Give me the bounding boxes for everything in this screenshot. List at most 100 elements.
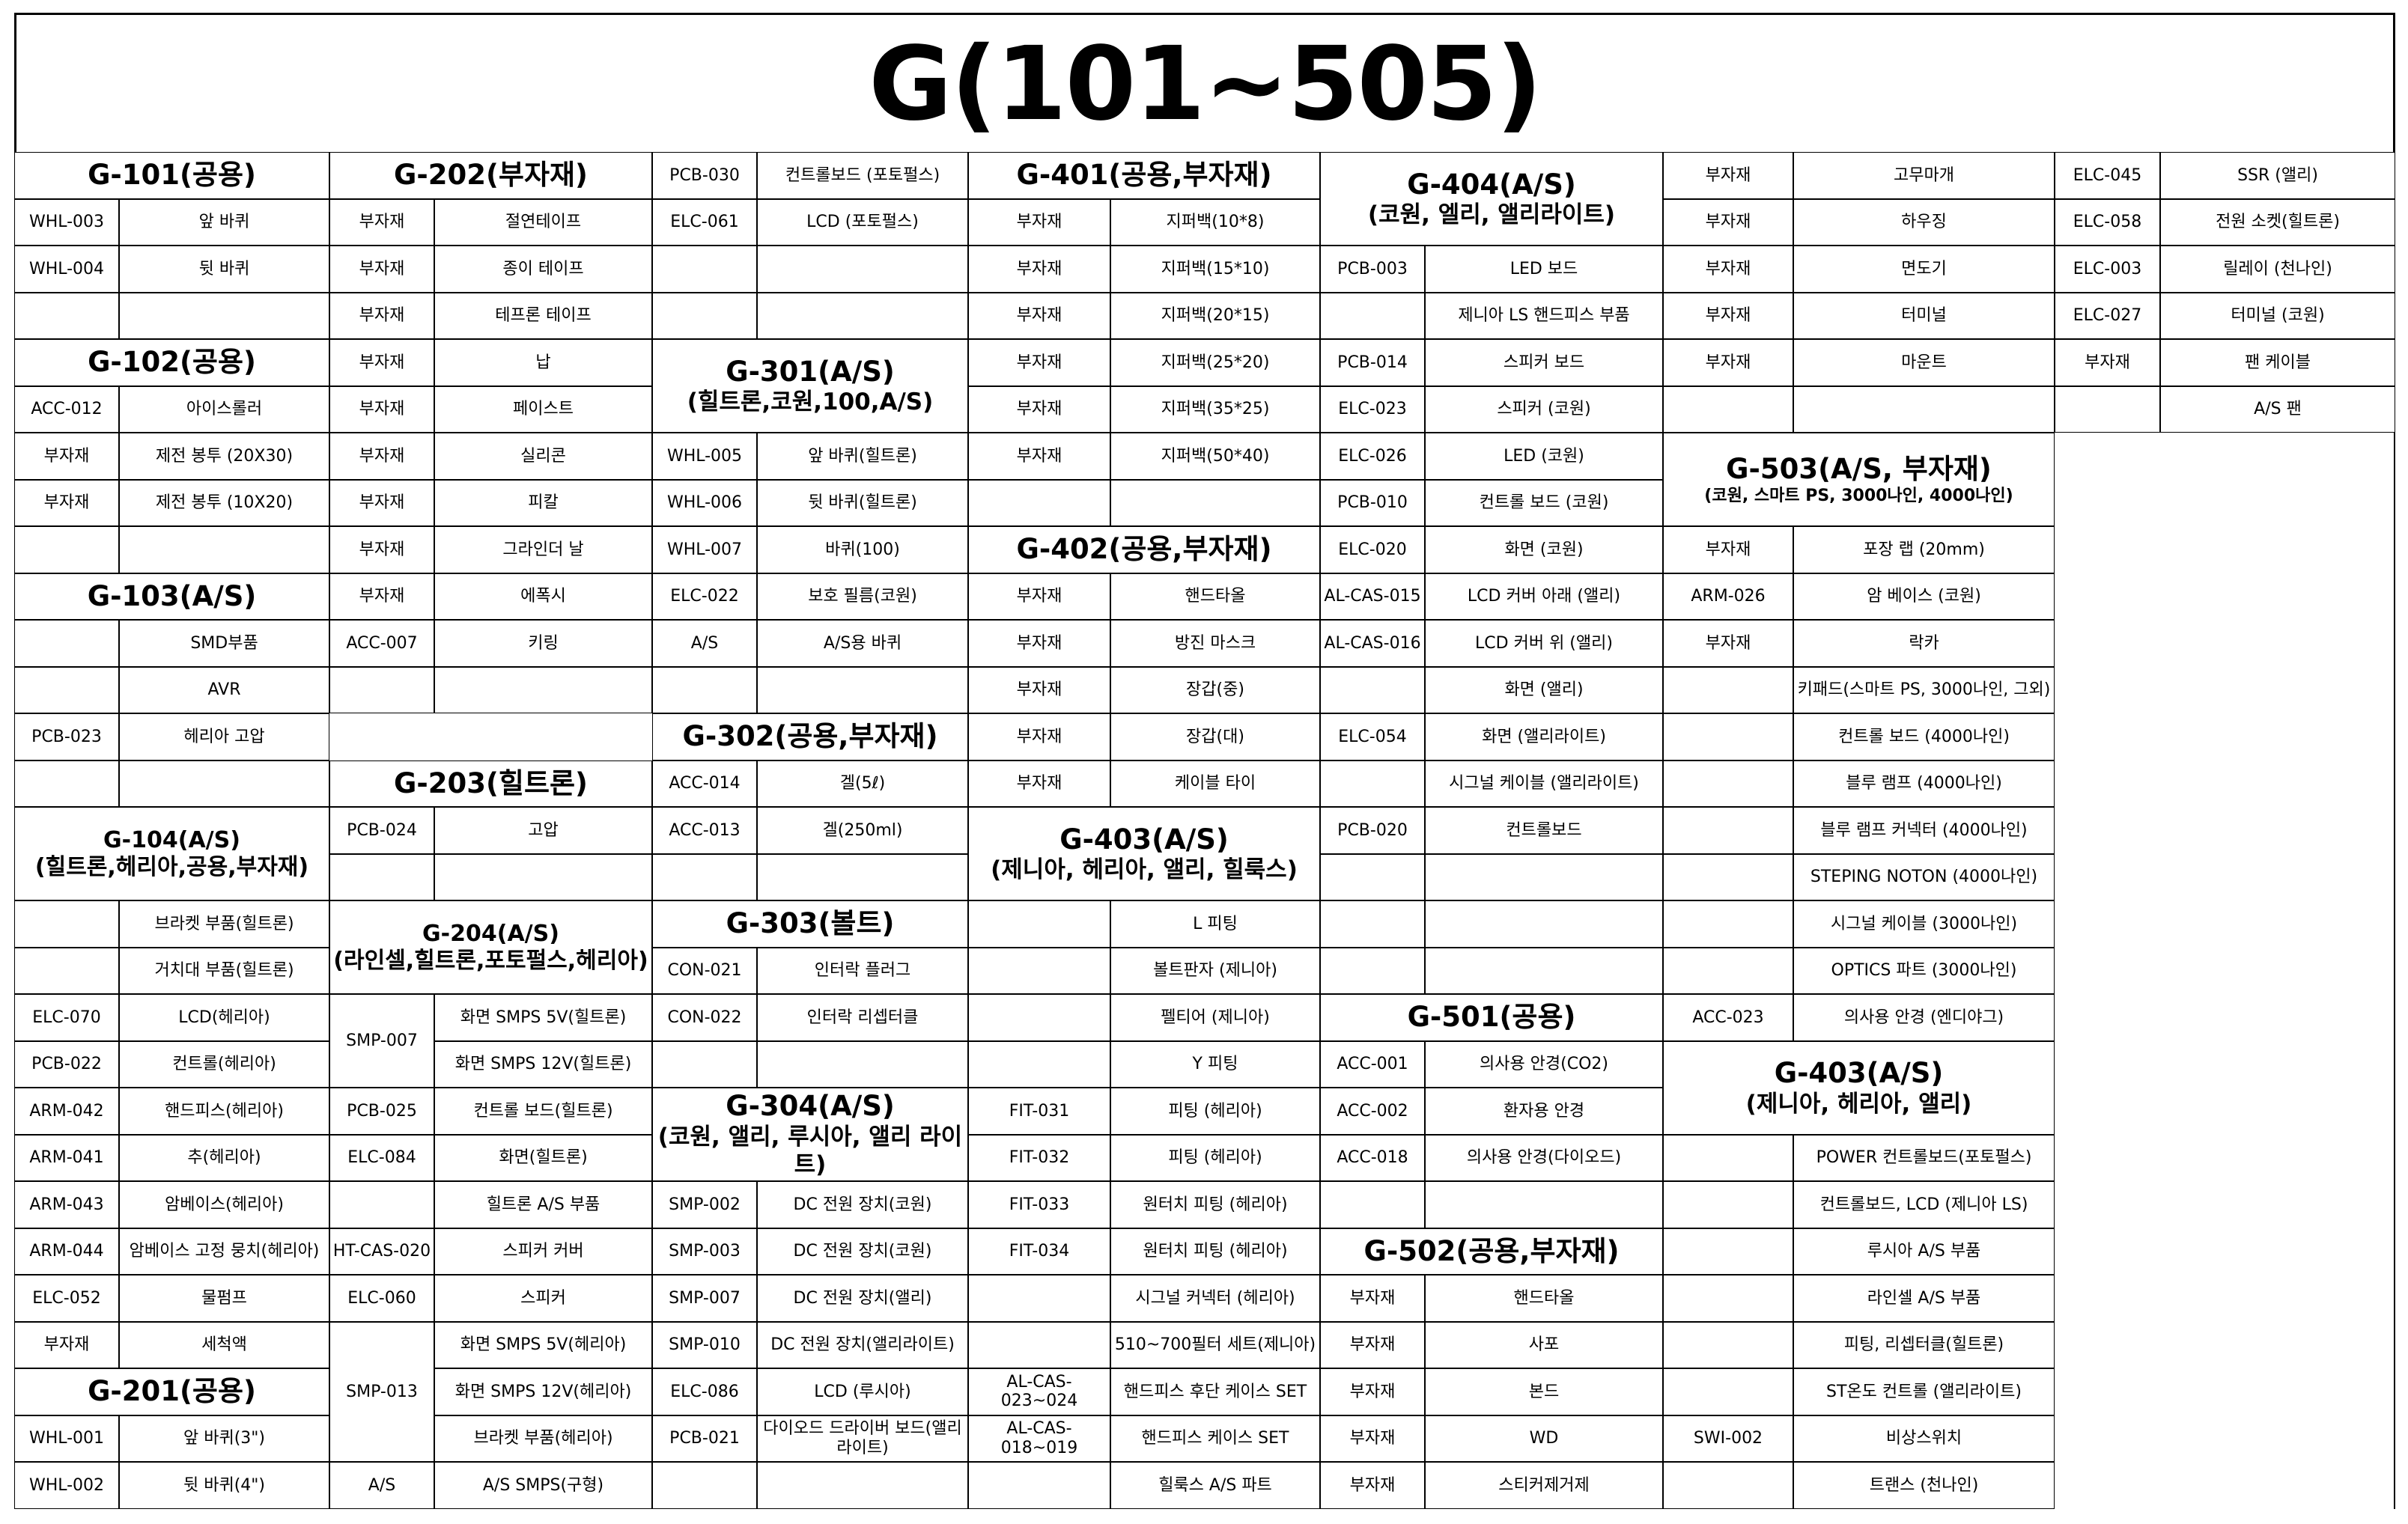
item-code: CON-022 — [652, 994, 757, 1041]
item-name: 지퍼백(35*25) — [1110, 385, 1320, 433]
section-title: G-404(A/S) — [1407, 168, 1576, 201]
section-subtitle: (코원, 엘리, 앨리라이트) — [1367, 201, 1616, 229]
item-code: FIT-031 — [968, 1088, 1110, 1135]
item-name: 힐트론 A/S 부품 — [434, 1181, 652, 1228]
item-name: 뒷 바퀴(4") — [119, 1462, 329, 1509]
item-code: 부자재 — [1320, 1462, 1425, 1509]
item-code: 부자재 — [329, 339, 434, 386]
item-code: FIT-032 — [968, 1134, 1110, 1181]
item-name: 락카 — [1793, 620, 2055, 667]
item-code: 부자재 — [329, 246, 434, 293]
item-code — [968, 1040, 1110, 1088]
item-name: 키링 — [434, 620, 652, 667]
item-name: LCD 커버 위 (앨리) — [1425, 620, 1663, 667]
item-name: 핸드피스(헤리아) — [119, 1088, 329, 1135]
item-name: 핸드피스 케이스 SET — [1110, 1415, 1320, 1462]
item-code: 부자재 — [14, 1321, 119, 1368]
item-code: ELC-061 — [652, 198, 757, 246]
item-name: 시그널 케이블 (3000나인) — [1793, 900, 2055, 948]
item-name: 화면 SMPS 5V(헤리아) — [434, 1321, 652, 1368]
section-title: G-402(공용,부자재) — [1016, 533, 1272, 566]
item-code: ELC-045 — [2055, 152, 2160, 199]
item-name: 고무마개 — [1793, 152, 2055, 199]
item-name: 원터치 피팅 (헤리아) — [1110, 1181, 1320, 1228]
item-name: 앞 바퀴(3") — [119, 1415, 329, 1462]
item-code — [1320, 760, 1425, 807]
item-code — [14, 666, 119, 713]
item-name: 제전 봉투 (10X20) — [119, 479, 329, 526]
item-code: ACC-013 — [652, 807, 757, 854]
item-name: 의사용 안경(CO2) — [1425, 1040, 1663, 1088]
item-name: OPTICS 파트 (3000나인) — [1793, 947, 2055, 994]
section-title: G-103(A/S) — [87, 579, 257, 612]
item-name — [757, 246, 968, 293]
item-code: ELC-003 — [2055, 246, 2160, 293]
item-code — [968, 1462, 1110, 1509]
section-header-g104: G-104(A/S) (힐트론,헤리아,공용,부자재) — [14, 807, 329, 900]
item-code: ELC-060 — [329, 1275, 434, 1322]
item-name: 암베이스(헤리아) — [119, 1181, 329, 1228]
item-name: 물펌프 — [119, 1275, 329, 1322]
item-code: 부자재 — [329, 479, 434, 526]
item-name: 피팅 (헤리아) — [1110, 1088, 1320, 1135]
item-code: SMP-003 — [652, 1228, 757, 1275]
item-code: 부자재 — [329, 433, 434, 480]
item-code: SWI-002 — [1663, 1415, 1793, 1462]
section-title: G-104(A/S) — [103, 826, 240, 853]
item-name: 화면(힐트론) — [434, 1134, 652, 1181]
item-name: 그라인더 날 — [434, 526, 652, 573]
item-code: ARM-042 — [14, 1088, 119, 1135]
item-name — [1425, 1181, 1663, 1228]
item-code: ELC-084 — [329, 1134, 434, 1181]
section-title: G-102(공용) — [88, 346, 256, 379]
item-code: PCB-021 — [652, 1415, 757, 1462]
item-name: 피팅, 리셉터클(힐트론) — [1793, 1321, 2055, 1368]
item-name: 장갑(대) — [1110, 713, 1320, 761]
item-code: 부자재 — [329, 526, 434, 573]
item-name: 스피커 보드 — [1425, 339, 1663, 386]
item-name: 스티커제거제 — [1425, 1462, 1663, 1509]
item-code: 부자재 — [1320, 1368, 1425, 1415]
item-code: 부자재 — [968, 713, 1110, 761]
item-code: 부자재 — [2055, 339, 2160, 386]
item-name: 스피커 (코원) — [1425, 385, 1663, 433]
item-code: 부자재 — [1663, 246, 1793, 293]
section-header-g201: G-201(공용) — [14, 1368, 329, 1415]
item-code — [14, 620, 119, 667]
item-name — [757, 666, 968, 713]
item-code — [14, 760, 119, 807]
section-subtitle: (라인셀,힐트론,포토펄스,헤리아) — [333, 947, 648, 974]
item-code — [1663, 1275, 1793, 1322]
item-name: 보호 필름(코원) — [757, 573, 968, 620]
section-subtitle: (제니아, 헤리아, 앨리) — [1745, 1090, 1972, 1118]
section-header-g502: G-502(공용,부자재) — [1320, 1228, 1663, 1275]
item-code — [968, 1321, 1110, 1368]
item-name: L 피팅 — [1110, 900, 1320, 948]
item-name: 컨트롤 보드 (4000나인) — [1793, 713, 2055, 761]
item-code: PCB-010 — [1320, 479, 1425, 526]
item-name: DC 전원 장치(코원) — [757, 1228, 968, 1275]
item-code: ELC-020 — [1320, 526, 1425, 573]
item-code: SMP-007 — [329, 994, 434, 1088]
item-name: 트랜스 (천나인) — [1793, 1462, 2055, 1509]
item-name: 면도기 — [1793, 246, 2055, 293]
item-code — [1663, 1181, 1793, 1228]
item-name — [757, 853, 968, 900]
section-title: G-303(볼트) — [726, 907, 895, 940]
item-name — [1425, 947, 1663, 994]
item-code: WHL-006 — [652, 479, 757, 526]
section-header-g501: G-501(공용) — [1320, 994, 1663, 1041]
section-subtitle: (코원, 앨리, 루시아, 앨리 라이트) — [657, 1123, 963, 1178]
item-name: 케이블 타이 — [1110, 760, 1320, 807]
section-header-g204: G-204(A/S) (라인셀,힐트론,포토펄스,헤리아) — [329, 900, 652, 994]
item-name: 화면 (코원) — [1425, 526, 1663, 573]
item-name: AVR — [119, 666, 329, 713]
item-code — [329, 853, 434, 900]
item-code — [14, 526, 119, 573]
item-code — [968, 900, 1110, 948]
item-code: 부자재 — [1663, 292, 1793, 339]
item-code: 부자재 — [968, 198, 1110, 246]
item-name: 전원 소켓(힐트론) — [2160, 198, 2395, 246]
item-name: 제니아 LS 핸드피스 부품 — [1425, 292, 1663, 339]
item-name: 사포 — [1425, 1321, 1663, 1368]
